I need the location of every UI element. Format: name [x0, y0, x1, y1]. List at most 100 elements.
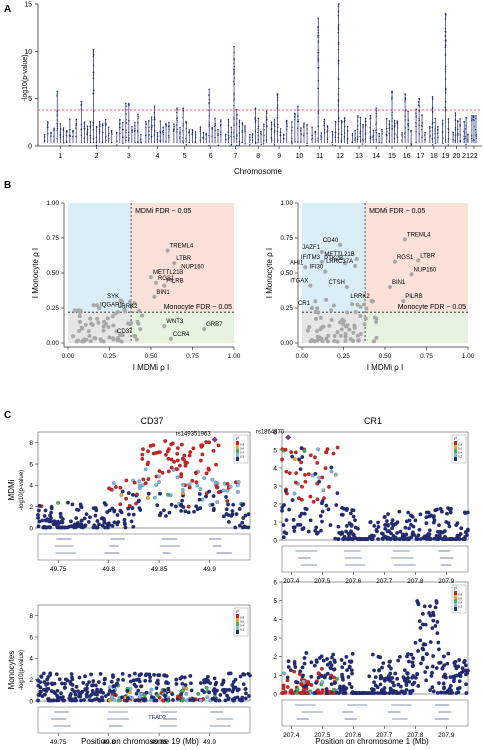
snp-point — [386, 674, 391, 678]
snp-point — [390, 676, 395, 680]
snp-point — [222, 690, 227, 695]
snp-point — [313, 471, 318, 476]
gene-track — [37, 533, 251, 561]
snp-point — [224, 507, 229, 512]
snp-point — [70, 683, 75, 687]
snp-point — [91, 679, 96, 683]
scatter-point — [138, 327, 143, 332]
scatter-ytick-label: 0.00 — [280, 340, 293, 347]
snp-point — [435, 620, 440, 624]
snp-point — [112, 509, 117, 514]
snp-point — [137, 483, 142, 488]
snp-point — [143, 481, 148, 486]
point-label: METTL21B — [324, 252, 354, 258]
snp-point — [389, 666, 393, 671]
snp-point — [243, 696, 248, 701]
snp-point — [431, 654, 436, 658]
snp-point — [431, 689, 436, 694]
lead-snp-marker — [211, 436, 218, 443]
snp-point — [329, 465, 334, 470]
scatter-ytick-label: 0.50 — [280, 270, 293, 277]
snp-point — [403, 525, 408, 530]
scatter-point — [94, 303, 99, 308]
labeled-point — [132, 333, 137, 339]
snp-point — [233, 677, 238, 682]
labeled-point — [308, 283, 313, 288]
snp-point — [126, 696, 130, 700]
cd37-title: CD37 — [140, 416, 163, 426]
snp-point — [395, 531, 399, 535]
locus-frame — [37, 431, 251, 529]
snp-point — [60, 520, 65, 525]
locus-xtick-label: 49.75 — [50, 566, 67, 573]
snp-point — [136, 688, 141, 693]
manhattan-point — [262, 143, 265, 145]
snp-point — [177, 695, 182, 700]
snp-point — [158, 491, 162, 496]
snp-point — [145, 495, 150, 500]
locus-xtick-label: 49.9 — [203, 739, 216, 746]
snp-point — [107, 522, 112, 527]
ld-legend-swatch — [454, 457, 457, 461]
manhattan-point — [410, 143, 413, 146]
snp-point — [197, 497, 202, 502]
scatter-point — [352, 325, 357, 330]
point-label: RGS1 — [397, 255, 414, 261]
snp-point — [162, 693, 167, 698]
snp-point — [109, 679, 114, 684]
snp-point — [248, 673, 252, 678]
point-label: PILRB — [166, 279, 183, 285]
snp-point — [328, 523, 333, 527]
locus-ytick-label: 3 — [273, 483, 277, 490]
scatter-point — [351, 330, 356, 335]
snp-point — [463, 663, 468, 668]
snp-point — [396, 658, 401, 663]
labeled-point — [344, 284, 349, 290]
snp-point — [329, 655, 334, 660]
snp-point — [370, 652, 375, 657]
manhattan-xtick-label: 4 — [155, 153, 159, 160]
manhattan-xlabel: Chromosome — [234, 167, 283, 176]
manhattan-point — [331, 144, 334, 146]
ld-legend-swatch — [454, 607, 457, 611]
snp-point — [413, 518, 418, 523]
snp-point — [243, 686, 248, 691]
scatter-point — [110, 314, 115, 319]
snp-point — [421, 647, 426, 652]
snp-point — [140, 452, 145, 457]
manhattan-xtick-label: 3 — [127, 153, 131, 160]
snp-point — [428, 640, 433, 644]
snp-point — [416, 602, 421, 607]
snp-point — [36, 515, 40, 520]
manhattan-xtick-label: 22 — [470, 153, 478, 160]
snp-point — [391, 680, 395, 685]
snp-point — [243, 513, 248, 518]
snp-point — [175, 451, 180, 456]
snp-point — [139, 684, 143, 689]
snp-point — [213, 698, 218, 703]
snp-point — [441, 674, 446, 679]
snp-point — [143, 467, 148, 472]
snp-point — [44, 525, 49, 530]
labeled-point — [202, 326, 207, 332]
locus-frame — [37, 604, 251, 702]
snp-point — [344, 508, 349, 513]
snp-point — [327, 689, 332, 694]
snp-point — [431, 618, 436, 623]
snp-point — [339, 512, 344, 517]
snp-point — [196, 691, 201, 696]
scatter-point — [97, 306, 102, 311]
snp-point — [316, 688, 320, 693]
both-significant-region — [365, 203, 468, 313]
snp-point — [49, 504, 54, 509]
scatter-point — [135, 319, 140, 324]
manhattan-point — [95, 144, 98, 147]
snp-point — [148, 678, 152, 683]
snp-point — [186, 504, 191, 509]
snp-point — [74, 516, 79, 521]
snp-point — [227, 520, 231, 524]
manhattan-ytick-label: 0 — [28, 144, 32, 151]
ld-legend-tick: 0.6 — [240, 620, 245, 624]
snp-point — [299, 460, 304, 465]
